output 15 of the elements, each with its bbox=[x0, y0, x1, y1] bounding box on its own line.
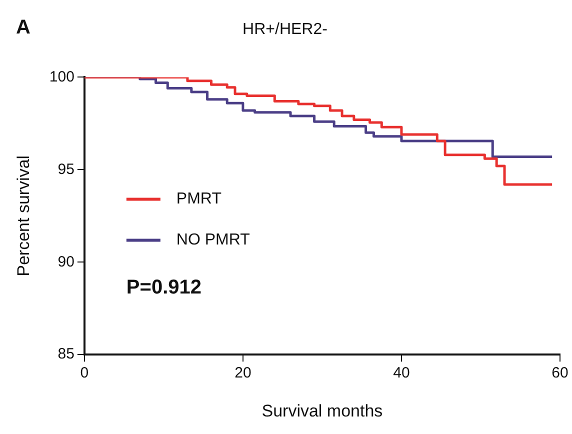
x-tick-label: 20 bbox=[234, 364, 252, 382]
x-axis-title: Survival months bbox=[262, 401, 383, 420]
annotation: P=0.912 bbox=[126, 276, 202, 299]
y-axis-title: Percent survival bbox=[14, 155, 33, 276]
y-tick-label: 90 bbox=[58, 253, 74, 270]
x-tick-label: 60 bbox=[552, 364, 568, 382]
x-tick-label: 0 bbox=[80, 364, 89, 382]
text: A bbox=[16, 16, 30, 39]
x-tick-label: 40 bbox=[393, 364, 410, 382]
legend-label: NO PMRT bbox=[176, 232, 250, 249]
y-tick-label: 95 bbox=[58, 160, 74, 178]
legend-label: PMRT bbox=[176, 190, 222, 208]
chart-title: HR+/HER2- bbox=[242, 21, 328, 38]
y-tick-label: 100 bbox=[49, 68, 74, 86]
y-tick-label: 85 bbox=[58, 346, 74, 363]
